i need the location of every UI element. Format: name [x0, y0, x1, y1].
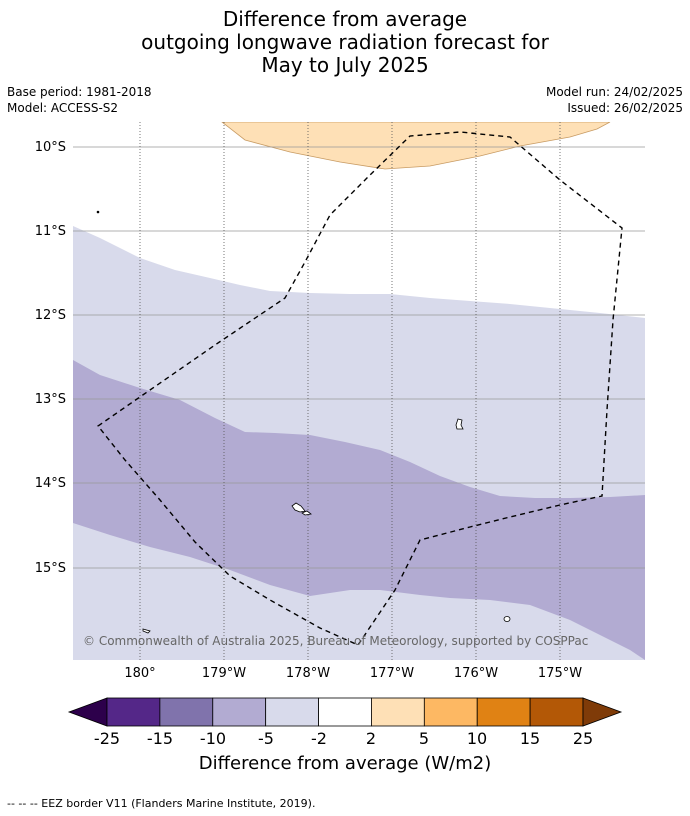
colorbar-title: Difference from average (W/m2)	[198, 753, 492, 774]
colorbar-bin	[265, 697, 319, 727]
island-small-east	[503, 616, 511, 622]
chart-title: Difference from average outgoing longwav…	[0, 8, 690, 77]
eez-border	[96, 131, 623, 646]
lon-label: 175°W	[538, 666, 582, 681]
model-name: Model: ACCESS-S2	[7, 101, 119, 115]
lon-label: 177°W	[370, 666, 414, 681]
colorbar	[67, 697, 623, 727]
lat-label: 11°S	[35, 224, 66, 239]
island-niuafoou	[455, 418, 464, 430]
colorbar-tick: -5	[258, 729, 274, 748]
colorbar-tick: -10	[199, 729, 227, 748]
colorbar-tick: -2	[311, 729, 327, 748]
lon-label: 176°W	[454, 666, 498, 681]
colorbar-tick: -25	[93, 729, 121, 748]
colorbar-arrow-low	[67, 697, 108, 727]
lon-label: 178°W	[286, 666, 330, 681]
colorbar-tick: 5	[418, 729, 430, 748]
title-line-2: outgoing longwave radiation forecast for	[141, 30, 549, 54]
model-run-date: Model run: 24/02/2025	[545, 85, 683, 99]
island-dot-north	[96, 210, 100, 214]
island-small-west	[142, 628, 151, 634]
lat-label: 15°S	[35, 561, 66, 576]
colorbar-tick: 2	[365, 729, 377, 748]
island-wallis	[291, 502, 306, 513]
colorbar-bin	[476, 697, 531, 727]
map-area: © Commonwealth of Australia 2025, Bureau…	[73, 122, 645, 660]
colorbar-tick: 10	[466, 729, 488, 748]
colorbar-tick: 25	[572, 729, 594, 748]
colorbar-tick: -15	[146, 729, 174, 748]
islands	[96, 210, 511, 634]
colorbar-bin	[318, 697, 372, 727]
issued-date: Issued: 26/02/2025	[567, 101, 683, 115]
colorbar-tick: 15	[519, 729, 541, 748]
run-info: Model run: 24/02/2025 Issued: 26/02/2025	[546, 84, 683, 116]
title-line-3: May to July 2025	[261, 53, 429, 77]
colorbar-bin	[529, 697, 584, 727]
lat-axis-labels: 10°S 11°S 12°S 13°S 14°S 15°S	[35, 140, 66, 576]
colorbar-bin	[371, 697, 425, 727]
lat-label: 12°S	[35, 308, 66, 323]
lon-axis-labels: 180° 179°W 178°W 177°W 176°W 175°W	[124, 666, 582, 681]
base-period: Base period: 1981-2018	[7, 85, 152, 99]
base-info: Base period: 1981-2018 Model: ACCESS-S2	[7, 84, 152, 116]
island-wallis-islet	[301, 510, 312, 516]
graticule	[73, 122, 645, 660]
colorbar-bin	[212, 697, 267, 727]
lat-label: 14°S	[35, 476, 66, 491]
colorbar-bin	[106, 697, 161, 727]
region-above-2-to-5	[221, 122, 611, 170]
lon-label: 180°	[124, 666, 155, 681]
region-minus5-to-minus10	[73, 360, 645, 660]
copyright-notice: © Commonwealth of Australia 2025, Bureau…	[83, 634, 588, 648]
colorbar-bin	[159, 697, 214, 727]
title-line-1: Difference from average	[222, 7, 468, 31]
eez-legend-note: -- -- -- EEZ border V11 (Flanders Marine…	[7, 797, 316, 810]
lon-label: 179°W	[202, 666, 246, 681]
lat-label: 10°S	[35, 140, 66, 155]
colorbar-arrow-high	[582, 697, 623, 727]
lat-label: 13°S	[35, 392, 66, 407]
colorbar-bin	[423, 697, 478, 727]
